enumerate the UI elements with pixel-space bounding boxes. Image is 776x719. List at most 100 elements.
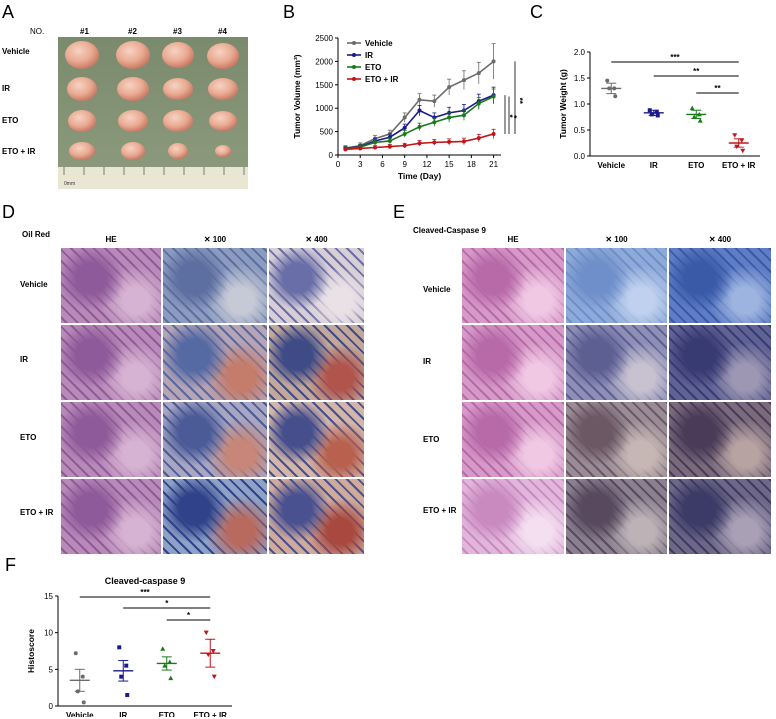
data-point <box>75 689 80 694</box>
micrograph-tile <box>60 324 162 401</box>
micrograph-tile <box>668 401 772 478</box>
tumor <box>67 77 97 101</box>
data-point <box>373 145 378 150</box>
x-tick-label: 15 <box>445 160 454 169</box>
data-point <box>696 111 702 117</box>
y-tick-label: 1.5 <box>574 74 586 83</box>
data-point <box>417 141 422 146</box>
data-point <box>402 125 407 130</box>
panel-e-col-400x: ✕ 400 <box>708 235 732 244</box>
tumor <box>215 145 231 157</box>
panel-d-row-vehicle: Vehicle <box>20 280 48 289</box>
legend-marker <box>352 77 356 81</box>
data-point <box>167 659 173 664</box>
tumor <box>116 41 150 69</box>
group-label-eto: ETO <box>2 116 19 125</box>
y-tick-label: 2000 <box>315 57 333 66</box>
data-point <box>613 94 618 99</box>
panel-d-col-400x: ✕ 400 <box>305 235 328 244</box>
panel-d-row-eto: ETO <box>20 433 37 442</box>
data-point <box>476 101 481 106</box>
micrograph-tile <box>268 324 365 401</box>
y-tick-label: 2.0 <box>574 48 586 57</box>
x-category-label: Vehicle <box>597 161 625 170</box>
panel-e-letter: E <box>393 202 406 222</box>
tumor-weight-chart: 0.0 0.5 1.0 1.5 2.0 Vehicle IR ETO ETO + IR Tumor… <box>558 48 760 170</box>
ruler-ticks <box>63 167 245 175</box>
legend-entry: Vehicle <box>365 39 393 48</box>
data-point <box>689 105 695 111</box>
y-axis-label: Tumor Volume (mm³) <box>292 54 302 138</box>
micrograph-tile <box>668 247 772 324</box>
ruler <box>58 167 248 189</box>
tumor <box>209 111 237 131</box>
micrograph-tile <box>162 247 268 324</box>
data-point <box>447 139 452 144</box>
data-point <box>461 139 466 144</box>
panel-e-row-eto: ETO <box>423 435 440 444</box>
data-point <box>461 78 466 83</box>
x-category-label: ETO + IR <box>194 711 228 717</box>
panel-d-row-ir: IR <box>20 355 28 364</box>
micrograph-tile <box>162 324 268 401</box>
data-point <box>734 144 740 150</box>
panel-e-row-ir: IR <box>423 357 431 366</box>
data-point <box>697 118 703 123</box>
y-tick-label: 15 <box>44 592 53 601</box>
data-point <box>612 86 617 91</box>
data-point <box>432 115 437 120</box>
y-tick-label: 500 <box>320 128 334 137</box>
data-point <box>358 146 363 151</box>
tumor <box>207 43 239 69</box>
micrograph-tile <box>461 324 565 401</box>
micrograph-tile <box>565 401 668 478</box>
micrograph-tile <box>60 247 162 324</box>
data-point <box>649 112 654 117</box>
data-point <box>491 94 496 99</box>
mouse-number-header: NO. <box>30 27 45 36</box>
data-point <box>373 140 378 145</box>
x-axis-label: Time (Day) <box>398 171 441 181</box>
chart-title: Cleaved-caspase 9 <box>105 576 186 586</box>
tumor-photo: 0mm <box>58 37 248 189</box>
data-point <box>739 138 745 143</box>
x-tick-label: 9 <box>402 160 407 169</box>
tumor <box>65 41 99 69</box>
micrograph-tile <box>565 247 668 324</box>
significance-mark: ** <box>693 67 700 76</box>
data-point <box>387 138 392 143</box>
significance-mark: * <box>187 611 191 620</box>
data-point <box>647 108 652 113</box>
data-point <box>461 113 466 118</box>
panel-d-row-eto-ir: ETO + IR <box>20 508 54 517</box>
data-point <box>124 663 129 668</box>
mouse-id-2: #2 <box>128 27 137 36</box>
significance-mark: *** <box>670 53 680 62</box>
group-label-ir: IR <box>2 84 10 93</box>
x-category-label: ETO + IR <box>722 161 756 170</box>
mouse-id-4: #4 <box>218 27 227 36</box>
data-point <box>73 651 78 656</box>
data-point <box>343 147 348 152</box>
panel-e-col-he: HE <box>507 235 519 244</box>
data-point <box>387 144 392 149</box>
significance-mark: * <box>505 115 514 119</box>
micrograph-tile <box>268 478 365 555</box>
y-tick-label: 0 <box>329 151 334 160</box>
tumor <box>121 142 145 160</box>
tumor <box>117 77 149 101</box>
micrograph-tile <box>461 247 565 324</box>
data-point <box>605 78 610 83</box>
data-point <box>162 663 168 668</box>
data-point <box>447 115 452 120</box>
data-point <box>691 114 697 119</box>
y-tick-label: 0 <box>49 702 54 711</box>
panel-b-letter: B <box>283 2 296 22</box>
tumor <box>68 110 96 132</box>
x-category-label: IR <box>119 711 127 717</box>
y-axis-label: Histoscore <box>26 629 36 673</box>
y-tick-label: 10 <box>44 629 53 638</box>
data-point <box>476 71 481 76</box>
tumor <box>69 142 95 160</box>
significance-mark: * <box>165 599 169 608</box>
